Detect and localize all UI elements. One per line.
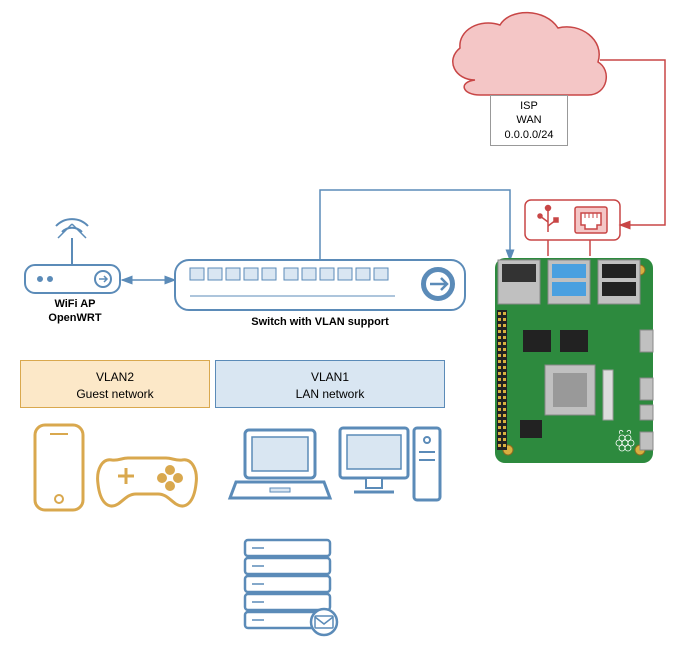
wifi-ap-caption: WiFi AP OpenWRT bbox=[30, 297, 120, 326]
wifi-ap-icon bbox=[25, 219, 120, 293]
desktop-icon bbox=[340, 428, 440, 500]
laptop-icon bbox=[230, 430, 330, 498]
wifi-ap-line1: WiFi AP bbox=[30, 297, 120, 311]
cloud-icon bbox=[453, 13, 607, 95]
link-switch-to-pi bbox=[320, 190, 510, 260]
wifi-ap-line2: OpenWRT bbox=[30, 311, 120, 325]
vlan2-subtitle: Guest network bbox=[29, 386, 201, 403]
gamepad-icon bbox=[98, 458, 197, 506]
cloud-label-line3: 0.0.0.0/24 bbox=[497, 128, 561, 142]
usb-ethernet-adapter bbox=[525, 200, 620, 240]
vlan1-title: VLAN1 bbox=[224, 369, 436, 386]
cloud-label-line1: ISP bbox=[497, 99, 561, 113]
vlan1-box: VLAN1 LAN network bbox=[215, 360, 445, 408]
vlan2-title: VLAN2 bbox=[29, 369, 201, 386]
vlan2-box: VLAN2 Guest network bbox=[20, 360, 210, 408]
cloud-label: ISP WAN 0.0.0.0/24 bbox=[490, 95, 568, 146]
switch-caption: Switch with VLAN support bbox=[230, 315, 410, 329]
vlan1-subtitle: LAN network bbox=[224, 386, 436, 403]
switch-icon bbox=[175, 260, 465, 310]
server-icon bbox=[245, 540, 337, 635]
switch-label: Switch with VLAN support bbox=[251, 316, 389, 328]
phone-icon bbox=[35, 425, 83, 510]
raspberry-pi-icon bbox=[495, 258, 653, 463]
cloud-label-line2: WAN bbox=[497, 113, 561, 127]
